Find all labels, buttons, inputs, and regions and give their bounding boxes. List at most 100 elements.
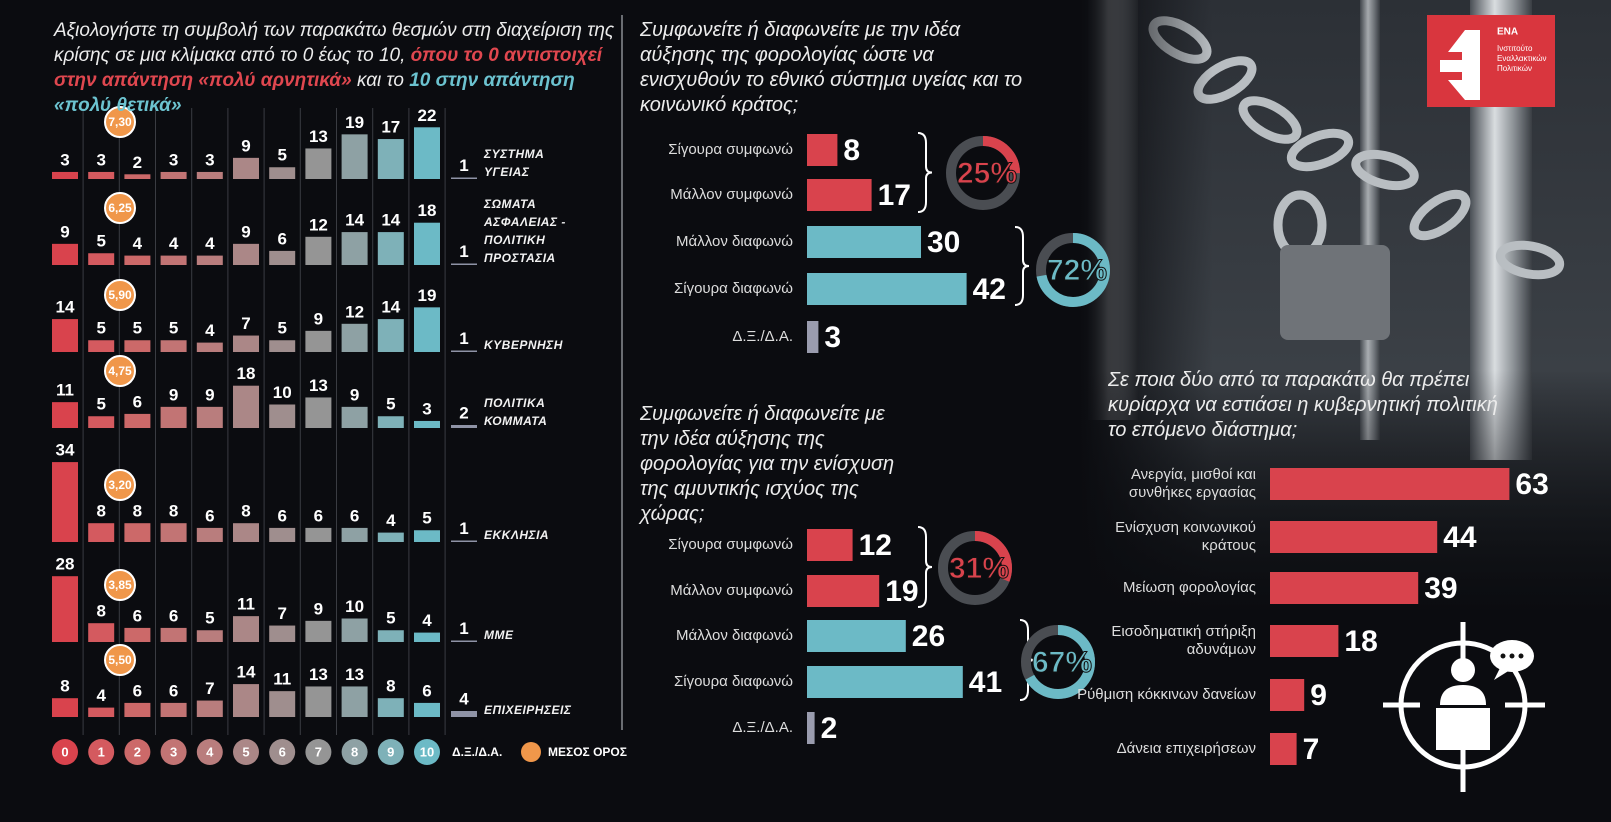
value-label: 9 — [350, 385, 359, 404]
bar — [124, 255, 151, 265]
bar — [88, 523, 115, 542]
bar — [269, 250, 296, 265]
value-label: 13 — [309, 376, 328, 395]
row-label: ΕΚΚΛΗΣΙΑ — [484, 528, 550, 542]
bar — [52, 402, 78, 428]
value-label: 63 — [1515, 468, 1548, 501]
chart-title: Σε ποια δύο από τα παρακάτω θα πρέπει κυ… — [1108, 369, 1498, 441]
row-label: ΕΠΙΧΕΙΡΗΣΕΙΣ — [484, 703, 572, 717]
category-label: Σίγουρα διαφωνώ — [674, 280, 793, 297]
value-label: 12 — [309, 215, 328, 234]
bar — [305, 330, 332, 352]
value-label: 14 — [381, 298, 400, 317]
logo: ΕΝΑ — [1427, 15, 1555, 107]
title-join: και το — [356, 70, 404, 91]
bar — [88, 623, 115, 642]
value-label: 1 — [459, 329, 468, 348]
logo-subtitle: Ινστιτούτο Εναλλακτικών Πολιτικών — [1497, 44, 1547, 73]
bar — [807, 321, 819, 353]
x-tick-label: 5 — [242, 744, 249, 759]
bar — [414, 222, 440, 265]
bar — [341, 686, 368, 717]
value-label: 14 — [56, 298, 75, 317]
category-circle — [88, 739, 115, 765]
value-label: 4 — [422, 611, 432, 630]
value-label: 10 — [345, 597, 364, 616]
x-tick-label: 2 — [134, 744, 141, 759]
value-label: 13 — [309, 127, 328, 146]
value-label: 8 — [96, 502, 105, 521]
bar — [88, 340, 115, 352]
value-label: 6 — [133, 681, 142, 700]
value-label: 4 — [133, 234, 143, 253]
value-label: 6 — [314, 506, 323, 525]
chart-title: Συμφωνείτε ή διαφωνείτε με την ιδέα αύξη… — [640, 403, 895, 525]
value-label: 6 — [169, 606, 178, 625]
bar — [233, 335, 259, 352]
mean-label: 5,50 — [108, 653, 132, 667]
value-label: 26 — [912, 620, 945, 653]
bar — [377, 698, 404, 717]
value-label: 5 — [96, 319, 105, 338]
mean-marker — [104, 106, 136, 138]
category-label: Μείωση φορολογίας — [1122, 579, 1256, 596]
value-label: 1 — [459, 619, 468, 638]
x-tick-label: 8 — [351, 744, 358, 759]
value-label: 6 — [277, 229, 286, 248]
value-label: 3 — [60, 150, 69, 169]
icon — [1383, 622, 1545, 792]
bar — [341, 232, 368, 265]
logo-name: ΕΝΑ — [1497, 27, 1518, 38]
bar — [269, 527, 296, 542]
bar — [88, 416, 115, 428]
bar — [233, 243, 259, 265]
bar — [160, 523, 187, 542]
value-label: 4 — [459, 689, 469, 708]
value-label: 6 — [133, 392, 142, 411]
bar — [451, 711, 477, 717]
bar — [1270, 733, 1297, 765]
bar — [414, 632, 440, 642]
value-label: 14 — [345, 211, 364, 230]
category-label: Ρύθμιση κόκκινων δανείων — [1077, 686, 1256, 703]
bar — [233, 385, 259, 428]
bar — [451, 263, 477, 265]
bracket — [1019, 619, 1035, 701]
category-label: Δ.Ξ./Δ.Α. — [732, 719, 793, 736]
x-tick-label: 0 — [61, 744, 68, 759]
value-label: 11 — [237, 595, 255, 614]
value-label: 9 — [241, 222, 250, 241]
category-label: Μάλλον συμφωνώ — [670, 186, 793, 203]
value-label: 6 — [422, 681, 431, 700]
category-label: Δάνεια επιχειρήσεων — [1116, 740, 1256, 757]
value-label: 2 — [821, 712, 838, 745]
bar — [451, 177, 477, 179]
mean-label: 7,30 — [108, 115, 132, 129]
value-label: 28 — [56, 555, 75, 574]
bar — [269, 340, 296, 352]
bar — [807, 179, 872, 211]
bar — [160, 340, 187, 352]
bar — [414, 530, 440, 542]
value-label: 42 — [973, 273, 1006, 306]
bar — [807, 666, 963, 698]
category-circle — [52, 739, 78, 765]
bar — [196, 171, 223, 179]
value-label: 41 — [969, 666, 1002, 699]
value-label: 5 — [96, 395, 105, 414]
value-label: 4 — [205, 321, 215, 340]
bar — [88, 171, 115, 179]
value-label: 22 — [418, 106, 437, 125]
value-label: 4 — [386, 511, 396, 530]
category-circle — [305, 739, 332, 765]
donut-arc — [1036, 233, 1110, 307]
value-label: 14 — [237, 663, 256, 682]
value-label: 18 — [418, 201, 437, 220]
value-label: 5 — [133, 319, 142, 338]
mean-label: 3,85 — [108, 578, 132, 592]
category-circle — [269, 739, 296, 765]
value-label: 5 — [386, 395, 395, 414]
bar — [1270, 572, 1419, 604]
bar — [52, 462, 78, 542]
